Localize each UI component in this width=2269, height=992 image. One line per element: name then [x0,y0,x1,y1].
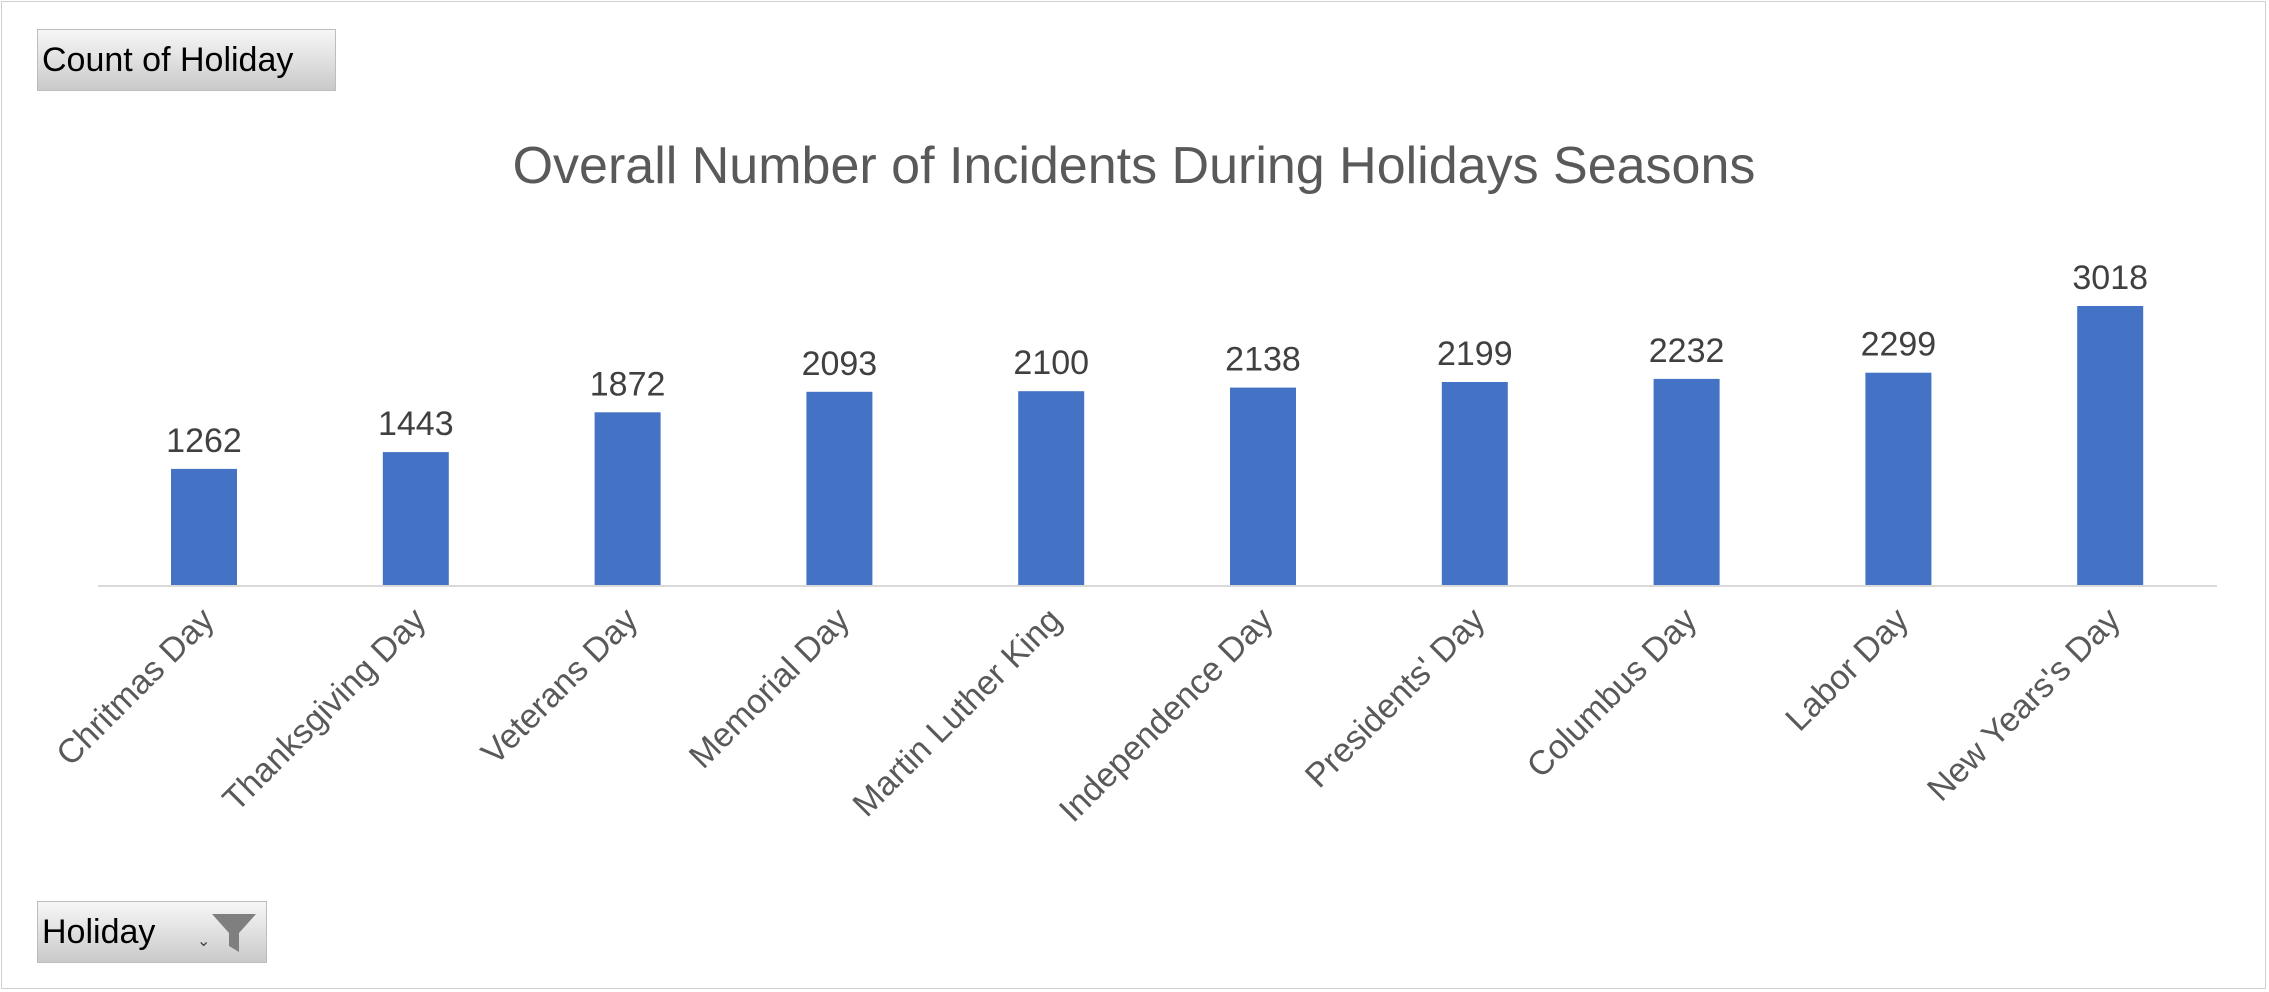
data-label-2: 1872 [590,365,666,403]
bar-8[interactable] [1865,372,1932,586]
data-label-0: 1262 [166,422,242,460]
category-label-6: Presidents' Day [1298,601,1492,795]
data-label-4: 2100 [1013,344,1089,382]
bar-4[interactable] [1018,391,1085,586]
category-label-0: Chritmas Day [49,601,221,773]
category-label-4: Martin Luther King [846,601,1069,824]
category-label-1: Thanksgiving Day [215,601,433,819]
data-label-3: 2093 [802,345,878,383]
bars [171,306,2144,586]
axis-field-label: Holiday [42,913,156,951]
data-label-6: 2199 [1437,335,1513,373]
data-label-1: 1443 [378,405,454,443]
bar-1[interactable] [382,452,449,586]
data-labels: 1262 1443 1872 2093 2100 2138 2199 2232 2299 3018 [166,259,2148,460]
funnel-filter-icon[interactable] [210,912,258,954]
category-label-3: Memorial Day [682,601,857,776]
category-label-2: Veterans Day [474,601,645,772]
value-field-button[interactable]: Count of Holiday [37,29,336,91]
data-label-8: 2299 [1861,326,1937,364]
bar-7[interactable] [1653,378,1720,586]
category-label-8: Labor Day [1778,601,1916,739]
category-label-9: New Years's Day [1920,601,2128,809]
bar-3[interactable] [806,391,873,586]
category-label-5: Independence Day [1052,601,1281,830]
data-label-7: 2232 [1649,332,1725,370]
bar-2[interactable] [594,412,661,586]
data-label-9: 3018 [2072,259,2148,297]
category-label-7: Columbus Day [1520,601,1705,786]
chart-title: Overall Number of Incidents During Holid… [513,137,1756,195]
chevron-down-icon[interactable]: ⌄ [197,933,211,950]
bar-0[interactable] [171,468,237,586]
bar-9[interactable] [2077,306,2144,586]
data-label-5: 2138 [1225,341,1301,379]
bar-5[interactable] [1230,387,1296,586]
bar-6[interactable] [1441,382,1508,586]
axis-field-button[interactable]: Holiday ⌄ [37,901,267,963]
